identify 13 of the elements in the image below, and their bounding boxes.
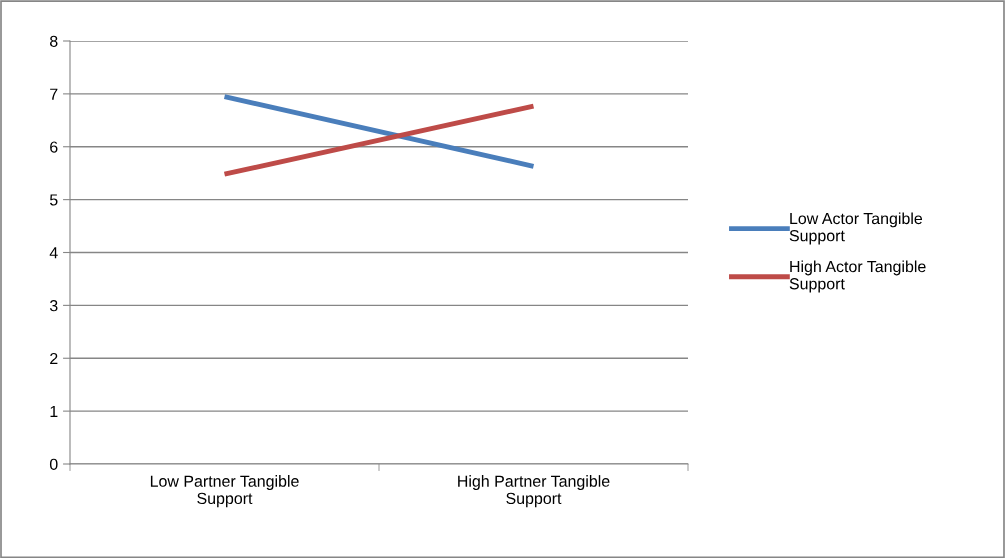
y-tick-label: 7 <box>50 88 58 100</box>
y-tick-label: 0 <box>49 458 58 470</box>
x-tick-label: High Partner Tangible Support <box>458 475 610 508</box>
y-tick-label: 1 <box>50 405 58 417</box>
x-tick-label: Low Partner Tangible Support <box>150 475 299 508</box>
y-tick-label: 3 <box>49 300 58 312</box>
legend-label: Low Actor Tangible Support <box>789 212 923 245</box>
legend-label: High Actor Tangible Support <box>789 260 926 293</box>
y-tick-label: 5 <box>49 194 58 206</box>
y-tick-label: 6 <box>50 141 58 153</box>
y-tick-label: 8 <box>50 35 58 47</box>
y-tick-label: 2 <box>50 352 58 365</box>
y-tick-label: 4 <box>49 247 58 259</box>
